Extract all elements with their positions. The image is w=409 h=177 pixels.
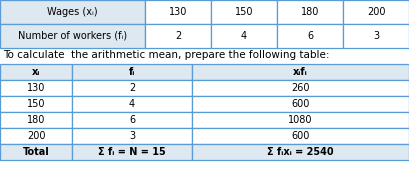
Bar [0, 80, 72, 96]
Text: 1080: 1080 [288, 115, 313, 125]
Bar [192, 64, 409, 80]
Text: 200: 200 [27, 131, 45, 141]
Bar [0, 112, 72, 128]
Bar [192, 80, 409, 96]
Text: 130: 130 [27, 83, 45, 93]
Bar [343, 24, 409, 48]
Text: xᵢ: xᵢ [32, 67, 40, 77]
Bar [145, 0, 211, 24]
Bar [343, 0, 409, 24]
Text: 130: 130 [169, 7, 187, 17]
Text: 180: 180 [301, 7, 319, 17]
Bar [277, 0, 343, 24]
Bar [72, 96, 192, 112]
Text: Σ fᵢ = N = 15: Σ fᵢ = N = 15 [98, 147, 166, 157]
Text: fᵢ: fᵢ [129, 67, 135, 77]
Text: 200: 200 [367, 7, 385, 17]
Bar [145, 24, 211, 48]
Bar [192, 128, 409, 144]
Text: 150: 150 [235, 7, 253, 17]
Bar [72, 80, 192, 96]
Bar [0, 144, 72, 160]
Text: xᵢfᵢ: xᵢfᵢ [293, 67, 308, 77]
Text: 260: 260 [291, 83, 310, 93]
Text: 150: 150 [27, 99, 45, 109]
Text: Number of workers (fᵢ): Number of workers (fᵢ) [18, 31, 127, 41]
Text: 6: 6 [307, 31, 313, 41]
Bar [72, 144, 192, 160]
Text: 2: 2 [175, 31, 181, 41]
Text: 6: 6 [129, 115, 135, 125]
Text: Σ fᵢxᵢ = 2540: Σ fᵢxᵢ = 2540 [267, 147, 334, 157]
Bar [277, 24, 343, 48]
Text: 600: 600 [291, 99, 310, 109]
Text: Wages (xᵢ): Wages (xᵢ) [47, 7, 98, 17]
Text: 600: 600 [291, 131, 310, 141]
Bar [72, 64, 192, 80]
Bar [72, 128, 192, 144]
Text: 180: 180 [27, 115, 45, 125]
Bar [192, 112, 409, 128]
Text: 4: 4 [129, 99, 135, 109]
Bar [192, 96, 409, 112]
Bar [192, 144, 409, 160]
Bar [211, 24, 277, 48]
Text: 3: 3 [373, 31, 379, 41]
Bar [211, 0, 277, 24]
Bar [72, 112, 192, 128]
Text: 4: 4 [241, 31, 247, 41]
Text: 2: 2 [129, 83, 135, 93]
Bar [0, 64, 72, 80]
Bar [0, 24, 145, 48]
Text: 3: 3 [129, 131, 135, 141]
Bar [0, 0, 145, 24]
Bar [0, 128, 72, 144]
Text: To calculate  the arithmetic mean, prepare the following table:: To calculate the arithmetic mean, prepar… [3, 50, 330, 60]
Bar [0, 96, 72, 112]
Text: Total: Total [22, 147, 49, 157]
